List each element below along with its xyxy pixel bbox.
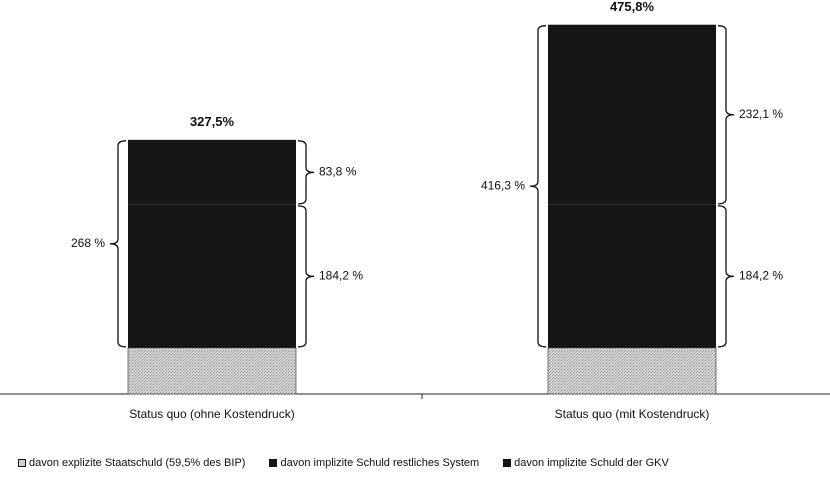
legend: davon explizite Staatschuld (59,5% des B… — [18, 457, 693, 469]
legend-swatch-implicit-rest — [269, 459, 278, 467]
bar-0-implicit-brace — [109, 140, 127, 348]
legend-item-implicit-gkv: davon implizite Schuld der GKV — [503, 457, 669, 469]
legend-swatch-explicit — [18, 459, 26, 467]
bar-1-segment-2 — [548, 24, 716, 205]
bar-1-segment-1-brace — [717, 205, 735, 348]
bar-0-implicit-label: 268 % — [71, 236, 105, 250]
bar-0-segment-1 — [128, 204, 296, 348]
legend-swatch-implicit-gkv — [503, 459, 512, 467]
bar-0-segment-2-label: 83,8 % — [319, 165, 357, 179]
legend-label-implicit-rest: davon implizite Schuld restliches System — [280, 457, 480, 469]
bar-1-segment-1-label: 184,2 % — [739, 269, 783, 283]
legend-label-explicit: davon explizite Staatschuld (59,5% des B… — [29, 457, 246, 469]
bar-0-segment-1-brace — [297, 205, 315, 348]
legend-label-implicit-gkv: davon implizite Schuld der GKV — [514, 457, 669, 469]
bar-0-total-label: 327,5% — [190, 114, 235, 129]
legend-item-explicit: davon explizite Staatschuld (59,5% des B… — [18, 457, 245, 469]
bar-0-segment-0 — [127, 347, 297, 395]
bar-0-segment-2 — [128, 139, 296, 205]
x-tick-label-1: Status quo (mit Kostendruck) — [555, 407, 710, 421]
bar-0-segment-1-label: 184,2 % — [319, 269, 363, 283]
bar-0-segment-2-brace — [297, 140, 315, 205]
legend-item-implicit-rest: davon implizite Schuld restliches System — [269, 457, 479, 469]
bar-1-segment-0 — [547, 347, 717, 395]
bar-1-implicit-label: 416,3 % — [481, 178, 525, 192]
bar-1-total-label: 475,8% — [610, 0, 655, 14]
x-tick-label-0: Status quo (ohne Kostendruck) — [129, 407, 294, 421]
bar-1-implicit-brace — [529, 25, 547, 348]
bar-1-segment-2-label: 232,1 % — [739, 107, 783, 121]
bar-1-segment-1 — [548, 204, 716, 348]
bar-1-segment-2-brace — [717, 25, 735, 205]
